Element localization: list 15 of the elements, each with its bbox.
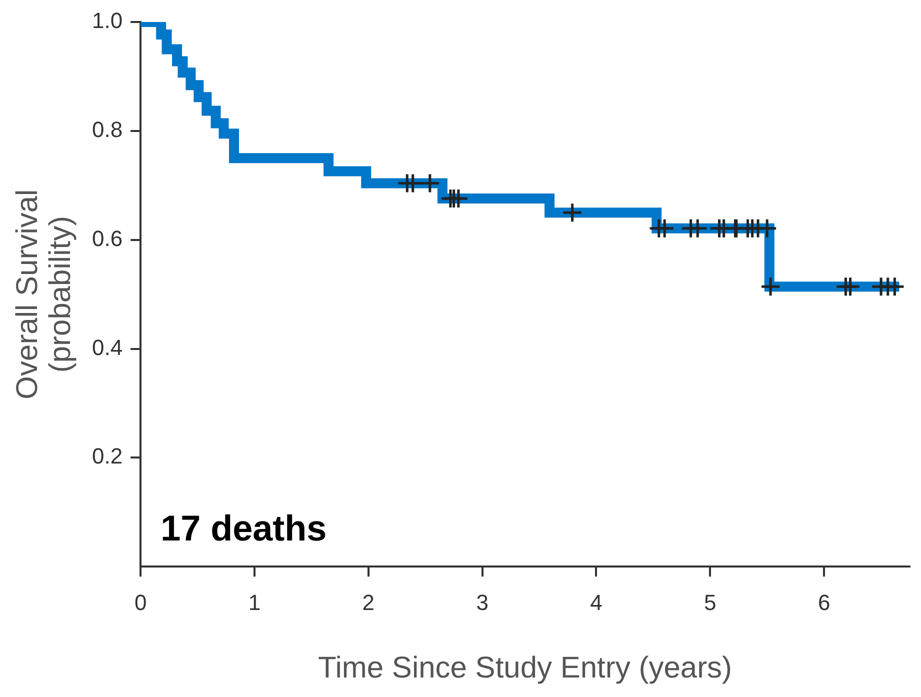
x-tick-label: 4 xyxy=(590,590,602,615)
y-tick-label: 0.4 xyxy=(92,334,123,360)
x-tick-label: 6 xyxy=(818,590,830,615)
x-tick-label: 0 xyxy=(134,590,147,615)
y-axis-title: Overall Survival (probability) xyxy=(10,189,77,400)
x-tick-label: 5 xyxy=(704,590,716,615)
y-tick-label: 0.8 xyxy=(92,116,123,142)
x-axis-title: Time Since Study Entry (years) xyxy=(318,651,732,684)
y-tick-label: 0.2 xyxy=(92,444,123,469)
x-tick-label: 2 xyxy=(362,590,375,615)
x-tick-label: 1 xyxy=(248,590,261,615)
y-tick-label: 1.0 xyxy=(92,8,123,34)
x-tick-label: 3 xyxy=(476,590,488,615)
annotation: 17 deaths xyxy=(160,508,327,549)
y-tick-label: 0.6 xyxy=(92,226,123,251)
